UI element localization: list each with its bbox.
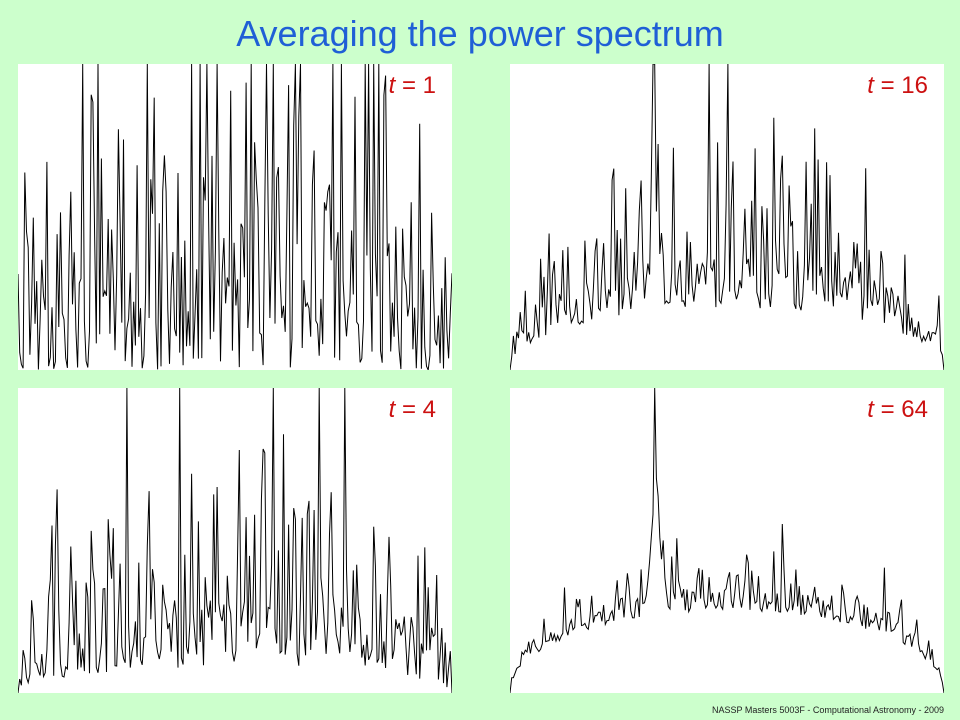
spectrum-chart-t64 xyxy=(510,388,944,693)
footer-credit: NASSP Masters 5003F - Computational Astr… xyxy=(712,705,944,715)
spectrum-trace-t1 xyxy=(18,64,452,370)
panel-label-t16: t = 16 xyxy=(865,72,930,100)
panel-label-t64: t = 64 xyxy=(865,396,930,424)
spectrum-chart-t4 xyxy=(18,388,452,693)
spectrum-panel-t16: t = 16 xyxy=(510,64,944,370)
spectrum-trace-t64 xyxy=(510,388,944,693)
spectrum-trace-t4 xyxy=(18,388,452,693)
spectrum-panel-t1: t = 1 xyxy=(18,64,452,370)
spectrum-panel-t64: t = 64 xyxy=(510,388,944,693)
spectrum-panel-t4: t = 4 xyxy=(18,388,452,693)
panel-label-t1: t = 1 xyxy=(386,72,438,100)
panel-label-t4: t = 4 xyxy=(386,396,438,424)
spectrum-chart-t1 xyxy=(18,64,452,370)
spectrum-chart-t16 xyxy=(510,64,944,370)
page-title: Averaging the power spectrum xyxy=(236,13,724,54)
spectrum-trace-t16 xyxy=(510,64,944,370)
